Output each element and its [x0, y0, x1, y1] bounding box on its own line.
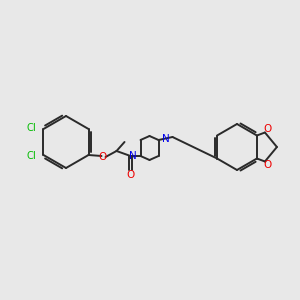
- Text: Cl: Cl: [27, 123, 37, 133]
- Text: O: O: [98, 152, 106, 162]
- Text: Cl: Cl: [27, 151, 37, 161]
- Text: N: N: [161, 134, 169, 144]
- Text: N: N: [129, 151, 136, 161]
- Text: O: O: [264, 160, 272, 170]
- Text: O: O: [126, 169, 135, 179]
- Text: O: O: [264, 124, 272, 134]
